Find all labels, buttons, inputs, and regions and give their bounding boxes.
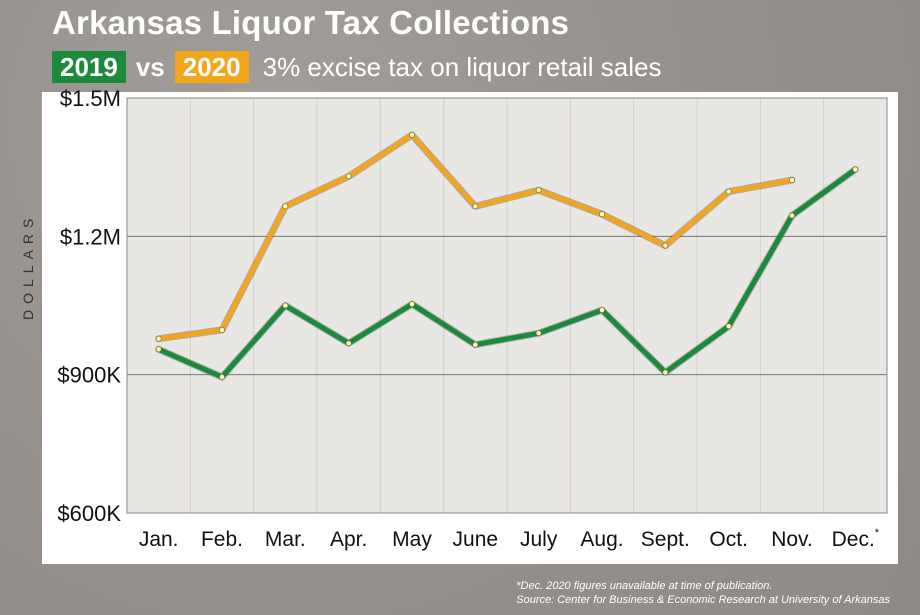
data-point-2019 (282, 302, 289, 309)
x-tick-label: July (520, 528, 558, 551)
data-point-2020 (282, 203, 289, 210)
data-point-2019 (725, 323, 732, 330)
data-point-2020 (789, 177, 795, 183)
data-point-2020 (662, 242, 669, 249)
data-point-2019 (409, 301, 415, 308)
data-point-2019 (535, 330, 542, 337)
data-point-2020 (725, 188, 732, 195)
data-point-2019 (662, 369, 669, 376)
data-point-2019 (345, 340, 352, 347)
x-tick-label: Sept. (641, 528, 690, 551)
chart-title: Arkansas Liquor Tax Collections (52, 4, 570, 41)
y-tick-label: $1.5M (60, 86, 121, 111)
data-point-2020 (155, 335, 162, 342)
legend-2019-badge: 2019 (52, 51, 126, 83)
y-tick-label: $600K (57, 501, 121, 526)
footnote-note: *Dec. 2020 figures unavailable at time o… (516, 580, 773, 592)
data-point-2020 (409, 131, 415, 138)
data-point-2019 (155, 346, 162, 353)
x-tick-label: Apr. (330, 528, 367, 551)
x-tick-label: Aug. (580, 528, 623, 551)
data-point-2019 (789, 212, 795, 219)
data-point-2020 (219, 327, 225, 333)
x-tick-label: Dec.* (832, 527, 880, 551)
x-tick-label: May (392, 528, 432, 551)
chart-subtitle: 2019 vs 2020 3% excise tax on liquor ret… (52, 50, 661, 84)
data-point-2020 (345, 173, 352, 180)
data-point-2019 (472, 341, 479, 348)
data-point-2020 (535, 187, 542, 194)
x-tick-label: Nov. (771, 528, 813, 551)
data-point-2019 (852, 166, 859, 173)
x-tick-label: Mar. (265, 528, 306, 551)
x-tick-label: June (453, 528, 499, 551)
legend-2020-badge: 2020 (174, 51, 249, 83)
data-point-2020 (472, 203, 479, 210)
data-point-2019 (219, 374, 225, 380)
subtitle-description: 3% excise tax on liquor retail sales (262, 51, 662, 82)
y-tick-label: $900K (57, 363, 121, 388)
x-tick-label: Jan. (139, 528, 179, 551)
y-tick-label: $1.2M (60, 224, 121, 249)
footnote-source: Source: Center for Business & Economic R… (516, 594, 890, 606)
vs-label: vs (135, 51, 165, 82)
x-tick-label: Feb. (201, 528, 243, 551)
footnote: *Dec. 2020 figures unavailable at time o… (516, 579, 890, 607)
data-point-2020 (599, 211, 605, 218)
data-point-2019 (599, 307, 605, 314)
series-line-2019 (156, 167, 858, 380)
x-tick-label: Oct. (709, 528, 748, 551)
y-axis-label: DOLLARS (20, 212, 36, 320)
plot-border (126, 97, 888, 514)
